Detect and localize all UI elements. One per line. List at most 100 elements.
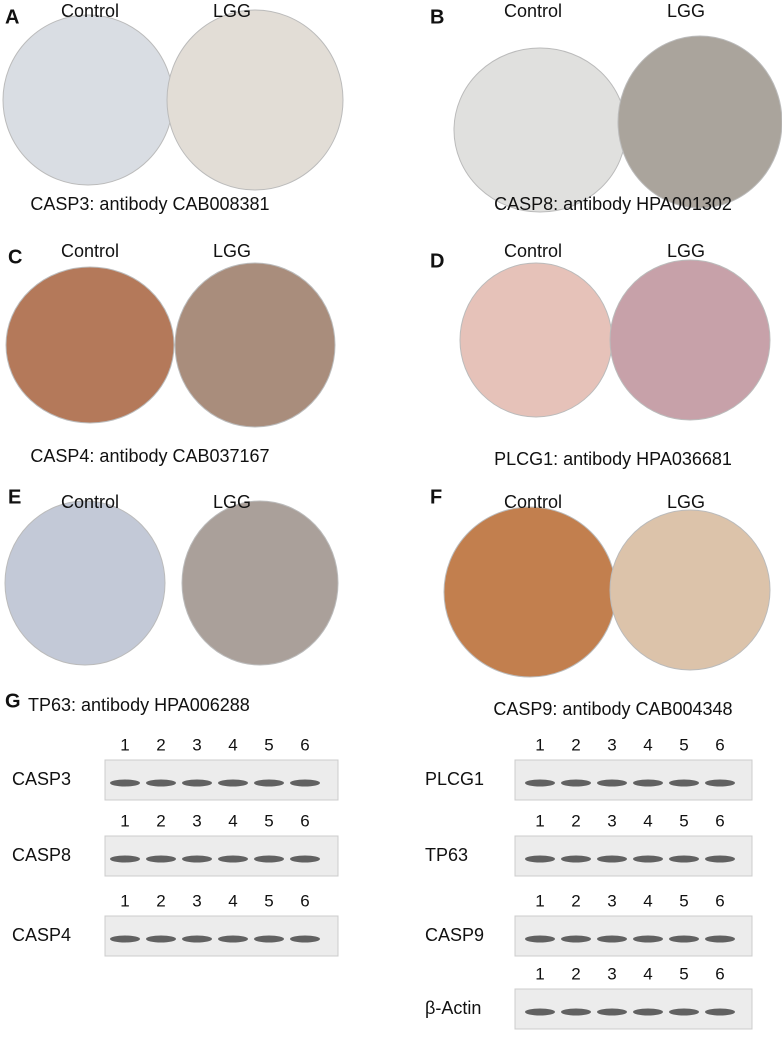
lane-number: 1 xyxy=(535,964,544,983)
band xyxy=(182,779,212,787)
lane-number: 6 xyxy=(715,964,724,983)
tissue-image xyxy=(453,47,627,213)
band xyxy=(669,935,699,943)
panel-letter: F xyxy=(430,486,442,508)
lane-number: 5 xyxy=(264,735,273,754)
protein-label: β-Actin xyxy=(425,998,481,1018)
panel-caption: TP63: antibody HPA006288 xyxy=(28,695,250,715)
band xyxy=(182,855,212,863)
lane-number: 5 xyxy=(679,964,688,983)
column-label: LGG xyxy=(213,492,251,512)
lane-number: 4 xyxy=(228,811,237,830)
lane-number: 6 xyxy=(300,735,309,754)
protein-label: CASP9 xyxy=(425,925,484,945)
panel-letter: E xyxy=(8,486,21,508)
lane-number: 5 xyxy=(679,891,688,910)
band xyxy=(633,855,663,863)
tissue-image xyxy=(609,259,771,421)
lane-number: 1 xyxy=(120,891,129,910)
band xyxy=(669,855,699,863)
panel-letter: D xyxy=(430,250,444,272)
panel-letter: C xyxy=(8,246,22,268)
band xyxy=(290,855,320,863)
band xyxy=(705,1008,735,1016)
band xyxy=(110,855,140,863)
band xyxy=(525,935,555,943)
lane-number: 1 xyxy=(120,735,129,754)
panel-letter: A xyxy=(5,6,19,28)
tissue-image xyxy=(443,506,617,678)
panel-caption: CASP3: antibody CAB008381 xyxy=(30,194,269,214)
lane-number: 1 xyxy=(535,891,544,910)
band xyxy=(146,855,176,863)
band xyxy=(110,935,140,943)
lane-number: 3 xyxy=(607,964,616,983)
tissue-image xyxy=(166,9,344,191)
band xyxy=(633,935,663,943)
band xyxy=(597,935,627,943)
lane-number: 5 xyxy=(264,811,273,830)
panel-caption: CASP4: antibody CAB037167 xyxy=(30,446,269,466)
lane-number: 3 xyxy=(607,811,616,830)
lane-number: 2 xyxy=(156,811,165,830)
lane-number: 4 xyxy=(643,811,652,830)
panel-caption: CASP9: antibody CAB004348 xyxy=(493,699,732,719)
band xyxy=(705,855,735,863)
column-label: Control xyxy=(504,492,562,512)
band xyxy=(597,779,627,787)
panel-letter: B xyxy=(430,6,444,28)
band xyxy=(561,779,591,787)
column-label: LGG xyxy=(213,241,251,261)
lane-number: 5 xyxy=(679,811,688,830)
column-label: Control xyxy=(61,241,119,261)
lane-number: 6 xyxy=(300,811,309,830)
tissue-image xyxy=(617,35,782,209)
column-label: Control xyxy=(504,241,562,261)
band xyxy=(705,779,735,787)
band xyxy=(633,779,663,787)
lane-number: 2 xyxy=(571,811,580,830)
lane-number: 3 xyxy=(192,735,201,754)
protein-label: PLCG1 xyxy=(425,769,484,789)
protein-label: CASP8 xyxy=(12,845,71,865)
tissue-image xyxy=(459,262,613,418)
lane-number: 1 xyxy=(120,811,129,830)
band xyxy=(597,855,627,863)
band xyxy=(597,1008,627,1016)
lane-number: 5 xyxy=(679,735,688,754)
band xyxy=(110,779,140,787)
tissue-image xyxy=(2,14,174,186)
band xyxy=(525,779,555,787)
band xyxy=(525,1008,555,1016)
lane-number: 3 xyxy=(192,811,201,830)
lane-number: 4 xyxy=(643,735,652,754)
band xyxy=(561,1008,591,1016)
band xyxy=(290,935,320,943)
lane-number: 6 xyxy=(715,735,724,754)
lane-number: 4 xyxy=(228,891,237,910)
band xyxy=(146,779,176,787)
band xyxy=(254,855,284,863)
protein-label: CASP3 xyxy=(12,769,71,789)
band xyxy=(290,779,320,787)
protein-label: TP63 xyxy=(425,845,468,865)
column-label: Control xyxy=(504,1,562,21)
panel-caption: CASP8: antibody HPA001302 xyxy=(494,194,732,214)
band xyxy=(218,779,248,787)
lane-number: 2 xyxy=(571,964,580,983)
band xyxy=(254,935,284,943)
band xyxy=(218,855,248,863)
lane-number: 3 xyxy=(192,891,201,910)
lane-number: 2 xyxy=(571,735,580,754)
column-label: LGG xyxy=(667,241,705,261)
panel-caption: PLCG1: antibody HPA036681 xyxy=(494,449,732,469)
lane-number: 2 xyxy=(156,891,165,910)
band xyxy=(669,779,699,787)
band xyxy=(146,935,176,943)
lane-number: 1 xyxy=(535,735,544,754)
band xyxy=(218,935,248,943)
tissue-image xyxy=(4,500,166,666)
column-label: LGG xyxy=(213,1,251,21)
lane-number: 4 xyxy=(228,735,237,754)
